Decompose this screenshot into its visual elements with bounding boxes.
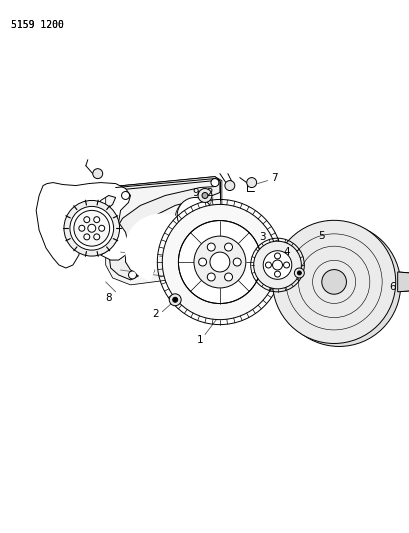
Text: 2: 2 <box>206 188 213 198</box>
Circle shape <box>146 266 154 274</box>
Circle shape <box>99 225 104 231</box>
Text: 9: 9 <box>192 189 199 198</box>
Circle shape <box>274 271 280 277</box>
Circle shape <box>272 220 395 343</box>
Text: 5159 1200: 5159 1200 <box>11 20 64 30</box>
Circle shape <box>224 181 234 190</box>
Circle shape <box>177 197 212 233</box>
Text: 4: 4 <box>283 247 289 257</box>
Circle shape <box>224 273 232 281</box>
Polygon shape <box>108 176 219 280</box>
Circle shape <box>207 243 215 251</box>
Circle shape <box>193 236 245 288</box>
Text: 5: 5 <box>317 231 324 241</box>
Polygon shape <box>397 272 409 292</box>
Circle shape <box>175 198 214 238</box>
Circle shape <box>88 224 96 232</box>
Circle shape <box>70 206 113 250</box>
Circle shape <box>178 221 261 303</box>
Circle shape <box>162 205 277 320</box>
Polygon shape <box>36 183 130 268</box>
Circle shape <box>321 270 346 294</box>
Circle shape <box>274 253 280 259</box>
Circle shape <box>217 256 225 264</box>
Circle shape <box>224 243 232 251</box>
Circle shape <box>198 258 206 266</box>
Text: 6: 6 <box>389 282 395 292</box>
Circle shape <box>94 234 99 240</box>
Circle shape <box>83 217 90 223</box>
Circle shape <box>253 241 301 289</box>
Circle shape <box>94 217 99 223</box>
Circle shape <box>272 260 282 270</box>
Circle shape <box>92 168 102 179</box>
Circle shape <box>121 191 129 199</box>
Polygon shape <box>124 213 199 281</box>
Circle shape <box>209 252 229 272</box>
Text: 8: 8 <box>105 293 112 303</box>
Circle shape <box>198 189 211 203</box>
Circle shape <box>297 271 301 275</box>
Circle shape <box>172 297 177 302</box>
Circle shape <box>64 200 119 256</box>
Circle shape <box>283 262 289 268</box>
Circle shape <box>83 234 90 240</box>
Circle shape <box>207 273 215 281</box>
Text: 5159 1200: 5159 1200 <box>11 20 64 30</box>
Circle shape <box>169 294 181 306</box>
Circle shape <box>79 225 85 231</box>
Text: 7: 7 <box>270 173 277 183</box>
Circle shape <box>74 211 109 246</box>
Circle shape <box>294 268 303 278</box>
Circle shape <box>233 258 240 266</box>
Circle shape <box>263 251 291 279</box>
Text: 2: 2 <box>152 309 158 319</box>
Circle shape <box>211 179 218 187</box>
Circle shape <box>128 271 136 279</box>
Circle shape <box>202 192 207 198</box>
Circle shape <box>277 223 400 346</box>
Polygon shape <box>106 176 221 285</box>
Text: 1: 1 <box>196 335 203 344</box>
Circle shape <box>265 262 271 268</box>
Circle shape <box>246 177 256 188</box>
Text: 3: 3 <box>258 232 265 242</box>
